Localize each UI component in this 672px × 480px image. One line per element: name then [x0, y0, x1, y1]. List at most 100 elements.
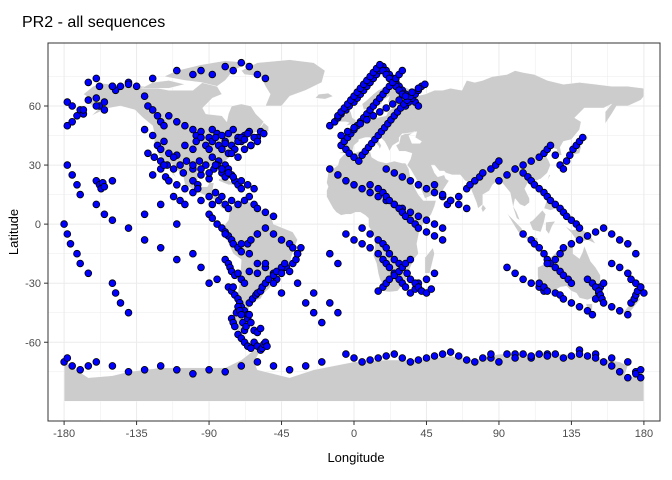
- sample-point: [224, 204, 233, 213]
- sample-point: [227, 196, 236, 205]
- sample-point: [140, 365, 149, 374]
- sample-point: [169, 165, 178, 173]
- sample-point: [495, 177, 503, 185]
- sample-point: [181, 121, 189, 130]
- sample-point: [173, 255, 181, 264]
- sample-point: [414, 102, 423, 110]
- y-axis: -60 -30 0 30 60: [25, 101, 48, 349]
- sample-point: [261, 74, 270, 83]
- y-axis-title: Latitude: [6, 209, 21, 255]
- x-tick-label: 45: [420, 428, 432, 440]
- sample-point: [245, 249, 254, 258]
- y-tick-label: 30: [29, 160, 41, 172]
- sample-point: [189, 249, 197, 258]
- land-polygon: [547, 174, 551, 181]
- sample-point: [366, 230, 374, 238]
- sample-point: [84, 362, 93, 370]
- sample-point: [350, 153, 358, 162]
- sample-point: [124, 367, 133, 376]
- sample-point: [250, 184, 258, 193]
- x-tick-label: -45: [274, 428, 290, 440]
- sample-point: [237, 58, 246, 67]
- sample-point: [591, 228, 600, 236]
- sample-point: [358, 358, 366, 366]
- sample-point: [181, 141, 189, 150]
- sample-point: [487, 165, 495, 173]
- sample-point: [401, 212, 410, 221]
- sample-point: [623, 373, 632, 382]
- sample-point: [430, 220, 439, 228]
- sample-point: [567, 240, 576, 248]
- sample-point: [599, 224, 608, 232]
- sample-point: [583, 306, 592, 315]
- sample-point: [406, 358, 415, 366]
- sample-point: [430, 188, 439, 197]
- sample-point: [181, 200, 189, 209]
- sample-point: [454, 192, 463, 201]
- sample-point: [403, 269, 411, 278]
- land-polygon: [223, 200, 298, 333]
- sample-point: [388, 100, 397, 108]
- sample-point: [240, 145, 249, 154]
- sample-point: [406, 289, 415, 297]
- sample-point: [623, 240, 632, 248]
- sample-point: [414, 181, 423, 189]
- sample-point: [148, 74, 157, 83]
- sample-point: [358, 240, 366, 248]
- sample-point: [176, 161, 184, 169]
- sample-point: [559, 354, 568, 362]
- sample-point: [132, 82, 141, 91]
- sample-point: [277, 236, 286, 244]
- sample-point: [197, 165, 205, 173]
- sample-point: [636, 283, 645, 291]
- sample-point: [213, 220, 221, 228]
- sample-point: [73, 112, 81, 120]
- chart-title: PR2 - all sequences: [22, 14, 165, 31]
- sample-point: [234, 200, 242, 209]
- sample-point: [551, 263, 560, 272]
- sample-point: [354, 157, 363, 165]
- sample-point: [406, 255, 415, 264]
- sample-point: [261, 224, 270, 232]
- sample-point: [247, 236, 255, 244]
- sample-point: [208, 153, 217, 162]
- sample-point: [454, 200, 463, 209]
- sample-point: [261, 259, 270, 268]
- sample-point: [623, 358, 632, 366]
- sample-point: [374, 184, 383, 193]
- sample-point: [111, 289, 120, 297]
- y-tick-label: 0: [35, 219, 41, 231]
- sample-point: [256, 324, 265, 333]
- sample-point: [375, 108, 384, 116]
- sample-point: [124, 308, 133, 317]
- sample-point: [406, 177, 415, 185]
- sample-point: [234, 153, 242, 162]
- sample-point: [211, 188, 220, 197]
- x-axis-title: Longitude: [327, 450, 384, 465]
- sample-point: [401, 283, 410, 291]
- sample-point: [414, 356, 423, 364]
- sample-point: [309, 308, 318, 317]
- sample-point: [269, 230, 278, 238]
- sample-point: [519, 161, 527, 169]
- sample-point: [189, 369, 197, 378]
- sample-point: [385, 196, 394, 205]
- sample-point: [382, 244, 391, 252]
- sample-point: [350, 123, 358, 132]
- sample-point: [237, 362, 246, 370]
- sample-point: [253, 70, 262, 79]
- sample-point: [264, 275, 273, 284]
- y-tick-label: -30: [25, 278, 41, 290]
- sample-point: [108, 216, 117, 225]
- sample-point: [406, 275, 415, 284]
- sample-point: [63, 230, 72, 238]
- sample-point: [76, 365, 84, 374]
- sample-point: [422, 216, 431, 225]
- sample-point: [237, 240, 246, 248]
- sample-point: [374, 249, 383, 258]
- sample-point: [575, 302, 584, 311]
- sample-point: [160, 121, 168, 130]
- sample-point: [297, 244, 305, 252]
- sample-point: [559, 244, 568, 252]
- sample-point: [189, 145, 197, 154]
